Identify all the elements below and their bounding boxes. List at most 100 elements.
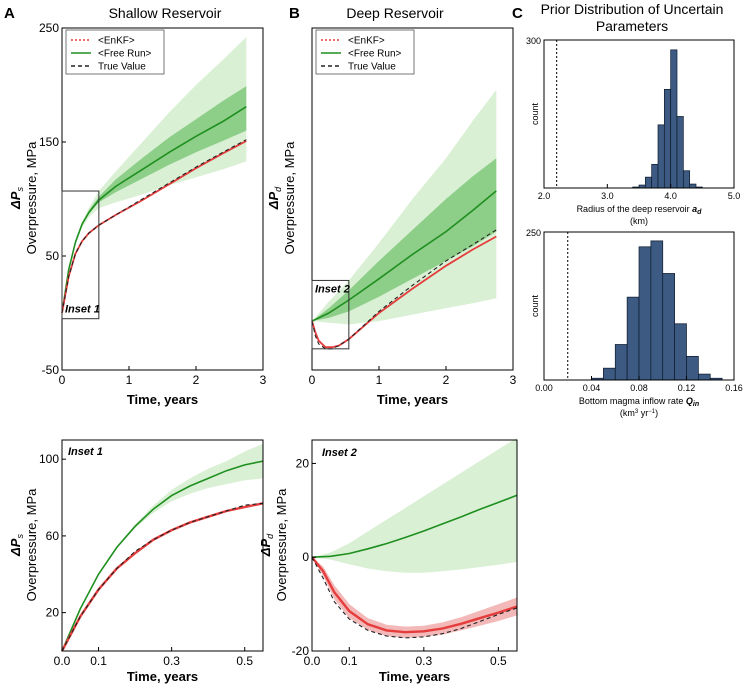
inset-2-xtick-label: 0.3 bbox=[415, 654, 432, 668]
panel-a-ylabel: ΔPs bbox=[8, 187, 25, 210]
panel-b-xtick-label: 1 bbox=[376, 373, 383, 387]
hist-radius-bar bbox=[689, 183, 697, 189]
panel-b-line-free-run bbox=[311, 190, 497, 322]
hist-radius-bar bbox=[663, 88, 672, 189]
panel-b-legend-label: True Value bbox=[348, 62, 396, 73]
hist-inflow-xlabel: Bottom magma inflow rate Qin bbox=[579, 396, 699, 408]
inset-2-line-enkf bbox=[311, 556, 518, 634]
panel-a-line-true-value bbox=[61, 139, 247, 314]
inset-1-xtick-label: 0.5 bbox=[236, 654, 253, 668]
panel-a-xtick-label: 1 bbox=[126, 373, 133, 387]
panel-letter-a: A bbox=[4, 5, 15, 22]
panel-b-frame bbox=[311, 27, 514, 371]
panel-a-line-free-run bbox=[61, 106, 247, 314]
panel-a-xtick-label: 2 bbox=[193, 373, 200, 387]
inset-1-band-outer bbox=[62, 443, 263, 651]
hist-inflow-xtick-label: 0.16 bbox=[725, 383, 743, 393]
hist-radius-xlabel: Radius of the deep reservoir ad bbox=[577, 204, 703, 216]
hist-inflow-ylabel: count bbox=[530, 294, 540, 317]
panel-a-ylabel-text: Overpressure, MPa bbox=[24, 141, 39, 254]
inset-1-line-free-run bbox=[61, 460, 264, 652]
charts-group: 0 1 2 3 -50 50 150 250 Time, years ΔPs Overpressu… bbox=[8, 21, 743, 684]
inset-2: 0.0 0.1 0.3 0.5 -20 0 20 Time, years ΔPd Overpre… bbox=[258, 437, 518, 684]
hist-inflow-bar bbox=[626, 296, 640, 381]
panel-a-band-outer bbox=[62, 37, 247, 313]
hist-radius-bar bbox=[670, 49, 678, 189]
inset-2-line-free-run bbox=[311, 494, 518, 558]
hist-radius-bar bbox=[657, 124, 665, 189]
panel-a-inset-label: Inset 1 bbox=[65, 304, 100, 316]
hist-inflow-xtick-label: 0.08 bbox=[630, 383, 648, 393]
panel-a-ytick-label: 150 bbox=[39, 135, 59, 149]
inset-1-line-true-value bbox=[61, 502, 264, 652]
inset-1-ylabel-text: Overpressure, MPa bbox=[24, 488, 39, 601]
title-c-line2: Parameters bbox=[596, 18, 668, 34]
inset-2-ytick-label: 0 bbox=[302, 550, 309, 564]
panel-b-xlabel: Time, years bbox=[377, 392, 448, 407]
panel-a-xtick-label: 3 bbox=[260, 373, 267, 387]
hist-inflow-bar bbox=[698, 373, 711, 381]
inset-2-xtick-label: 0.0 bbox=[304, 654, 321, 668]
panel-a-ytick-label: 250 bbox=[39, 21, 59, 35]
inset-1-ytick-label: 20 bbox=[46, 606, 60, 620]
hist-inflow-bar bbox=[662, 273, 675, 381]
hist-inflow-bar bbox=[686, 355, 699, 381]
hist-radius-bar bbox=[644, 176, 653, 189]
panel-b-ylabel-text: Overpressure, MPa bbox=[282, 141, 297, 254]
panel-a-band-inner bbox=[62, 86, 247, 313]
inset-1-title: Inset 1 bbox=[68, 446, 103, 458]
inset-2-band-outer bbox=[312, 437, 517, 573]
hist-radius-xtick-label: 4.0 bbox=[664, 191, 677, 201]
panel-a-ytick-label: 50 bbox=[46, 249, 60, 263]
inset-1-xlabel: Time, years bbox=[127, 669, 198, 684]
inset-2-title: Inset 2 bbox=[322, 447, 357, 459]
hist-radius-xlabel-unit: (km) bbox=[630, 216, 648, 226]
panel-b-band-inner bbox=[312, 158, 497, 322]
panel-b-band-outer bbox=[312, 89, 497, 325]
inset-1-ytick-label: 60 bbox=[46, 529, 60, 543]
inset-1-xtick-label: 0.0 bbox=[54, 654, 71, 668]
hist-inflow-ytick-label: 250 bbox=[526, 228, 541, 238]
inset-2-xtick-label: 0.5 bbox=[490, 654, 507, 668]
hist-inflow-xtick-label: 0.12 bbox=[678, 383, 696, 393]
panel-b-legend-label: <EnKF> bbox=[348, 36, 385, 47]
panel-a-xtick-label: 0 bbox=[59, 373, 66, 387]
panel-a-legend-label: True Value bbox=[98, 62, 146, 73]
panel-a-ytick-label: -50 bbox=[42, 363, 60, 377]
inset-1-xtick-label: 0.1 bbox=[90, 654, 107, 668]
hist-radius-bar bbox=[682, 170, 691, 189]
panel-b-xtick-label: 3 bbox=[510, 373, 517, 387]
inset-1-ytick-label: 100 bbox=[39, 452, 59, 466]
title-c-line1: Prior Distribution of Uncertain bbox=[541, 1, 724, 17]
panel-a-legend-label: <EnKF> bbox=[98, 36, 135, 47]
hist-radius-xtick-label: 3.0 bbox=[601, 191, 614, 201]
hist-inflow-bar bbox=[638, 246, 652, 381]
panel-b-xtick-label: 0 bbox=[309, 373, 316, 387]
hist-radius-xtick-label: 2.0 bbox=[538, 191, 551, 201]
inset-1-xtick-label: 0.3 bbox=[163, 654, 180, 668]
hist-inflow-bar bbox=[674, 323, 687, 381]
hist-inflow-bar bbox=[614, 344, 628, 381]
inset-1-ylabel: ΔPs bbox=[8, 534, 25, 557]
panel-b: 0 1 2 3 Time, years ΔPd Overpressure, MPa <EnK… bbox=[266, 27, 517, 407]
panel-a-inset-box bbox=[61, 190, 100, 320]
panel-a-legend-label: <Free Run> bbox=[98, 49, 152, 60]
inset-2-ytick-label: -20 bbox=[292, 644, 310, 658]
inset-2-frame bbox=[311, 439, 518, 652]
panel-b-inset-label: Inset 2 bbox=[315, 283, 350, 295]
inset-1-line-enkf bbox=[60, 502, 264, 652]
inset-2-line-true-value bbox=[311, 556, 518, 639]
hist-radius-frame bbox=[543, 39, 735, 189]
title-a: Shallow Reservoir bbox=[109, 5, 222, 21]
panel-b-legend-label: <Free Run> bbox=[348, 49, 402, 60]
hist-radius-bar bbox=[651, 163, 659, 189]
hist-inflow-xtick-label: 0.00 bbox=[535, 383, 553, 393]
panel-a-xlabel: Time, years bbox=[127, 392, 198, 407]
inset-2-ylabel: ΔPd bbox=[258, 533, 275, 557]
panel-letter-c: C bbox=[512, 5, 523, 22]
hist-radius-ytick-label: 300 bbox=[526, 36, 541, 46]
panel-b-legend-box bbox=[315, 29, 415, 75]
hist-inflow: 0.00 0.04 0.08 0.12 0.16 250 count Bottom magma… bbox=[526, 228, 743, 418]
hist-inflow-bar bbox=[650, 240, 664, 381]
